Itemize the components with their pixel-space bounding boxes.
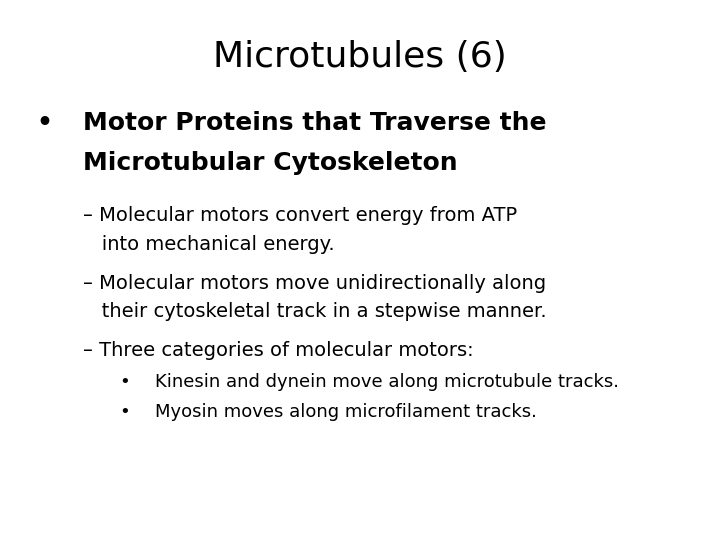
- Text: – Three categories of molecular motors:: – Three categories of molecular motors:: [83, 341, 474, 360]
- Text: Myosin moves along microfilament tracks.: Myosin moves along microfilament tracks.: [155, 403, 536, 421]
- Text: Motor Proteins that Traverse the: Motor Proteins that Traverse the: [83, 111, 546, 134]
- Text: •: •: [119, 373, 130, 392]
- Text: Microtubular Cytoskeleton: Microtubular Cytoskeleton: [83, 151, 457, 175]
- Text: Microtubules (6): Microtubules (6): [213, 40, 507, 75]
- Text: their cytoskeletal track in a stepwise manner.: their cytoskeletal track in a stepwise m…: [83, 302, 546, 321]
- Text: into mechanical energy.: into mechanical energy.: [83, 235, 334, 254]
- Text: •: •: [119, 403, 130, 421]
- Text: – Molecular motors move unidirectionally along: – Molecular motors move unidirectionally…: [83, 274, 546, 293]
- Text: Kinesin and dynein move along microtubule tracks.: Kinesin and dynein move along microtubul…: [155, 373, 618, 392]
- Text: – Molecular motors convert energy from ATP: – Molecular motors convert energy from A…: [83, 206, 517, 225]
- Text: •: •: [36, 111, 52, 134]
